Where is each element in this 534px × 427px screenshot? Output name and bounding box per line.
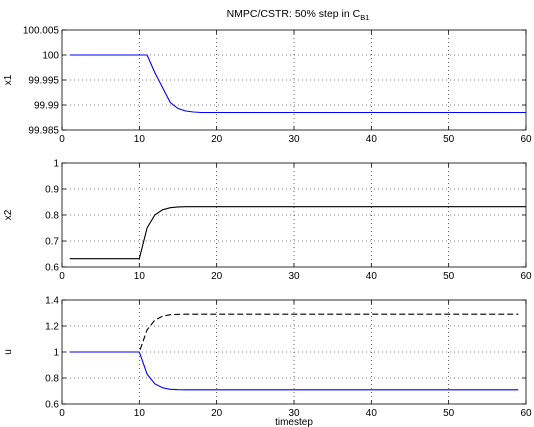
x-tick-label: 60 [520,134,532,145]
x-tick-label: 10 [134,271,146,282]
figure-title: NMPC/CSTR: 50% step in CB1 [227,8,370,22]
y-tick-label: 1 [53,348,59,359]
x-tick-label: 10 [134,408,146,419]
x-tick-label: 40 [366,271,378,282]
figure-title-text: NMPC/CSTR: 50% step in C [227,8,361,20]
y-tick-label: 0.6 [45,400,59,411]
x-tick-label: 20 [211,408,223,419]
x-tick-label: 60 [520,271,532,282]
series-line-1 [69,206,526,260]
axes-frame [61,299,527,405]
x-tick-label: 30 [288,134,300,145]
x-tick-label: 0 [59,408,65,419]
series-line-1 [69,313,519,353]
series-line-1 [69,54,526,114]
subplot-1: 0 10 20 30 40 50 60 99.985 99.99 99.995 100 100.005… [3,26,532,146]
x-tick-label: 10 [134,134,146,145]
x-tick-label: 20 [211,271,223,282]
subplots-group: 0 10 20 30 40 50 6099.98599.9999.995100100.005… [3,26,532,427]
y-tick-label: 1.4 [45,296,59,307]
x-tick-label: 0 [59,134,65,145]
y-tick-label: 99.99 [34,101,59,112]
x-tick-label: 50 [443,408,455,419]
y-tick-label: 0.8 [45,374,59,385]
x-tick-label: 0 [59,271,65,282]
y-tick-label: 0.7 [45,237,59,248]
y-tick-label: 1 [53,159,59,170]
series-line-2 [69,351,519,391]
x-tick-label: 40 [366,408,378,419]
y-tick-label: 1.2 [45,322,59,333]
y-tick-label: 99.995 [28,76,59,87]
y-tick-label: 99.985 [28,126,59,137]
subplot-3: 0 10 20 30 40 50 60 0.6 0.8 1 1.2 1.4 u timestep [3,296,532,427]
y-tick-label: 100 [42,51,59,62]
y-axis-label: x1 [3,74,14,85]
y-axis-label: u [3,349,14,355]
x-axis-label: timestep [275,417,313,427]
x-tick-label: 60 [520,408,532,419]
y-axis-label: x2 [3,209,14,220]
axes-frame [61,162,527,268]
x-tick-label: 30 [288,408,300,419]
y-tick-label: 0.9 [45,185,59,196]
x-tick-label: 40 [366,134,378,145]
x-tick-label: 50 [443,271,455,282]
y-tick-label: 100.005 [23,26,60,37]
subplot-2: 0 10 20 30 40 50 60 0.6 0.7 0.8 0.9 1 x2 [3,159,532,283]
axes-frame [61,29,527,131]
y-tick-label: 0.8 [45,211,59,222]
x-tick-label: 30 [288,271,300,282]
x-tick-label: 50 [443,134,455,145]
figure-title-subscript: B1 [360,13,369,22]
y-tick-label: 0.6 [45,263,59,274]
x-tick-label: 20 [211,134,223,145]
